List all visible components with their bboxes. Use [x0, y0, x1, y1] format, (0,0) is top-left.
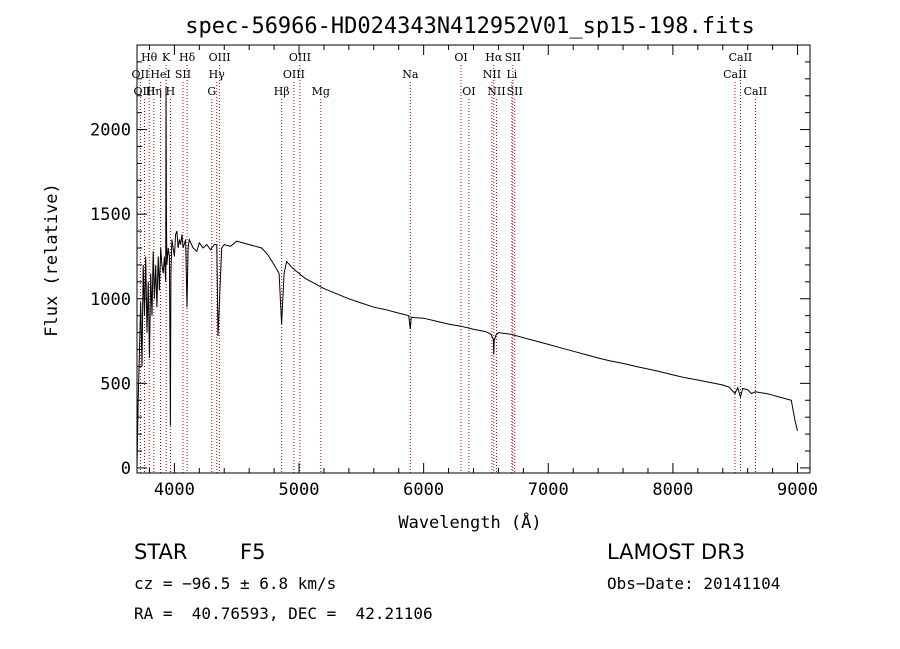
- y-axis-label: Flux (relative): [42, 183, 62, 337]
- coordinates: RA = 40.76593, DEC = 42.21106: [134, 604, 433, 623]
- line-label-24: OI: [462, 85, 475, 98]
- redshift-velocity: cz = −96.5 ± 6.8 km/s: [134, 574, 337, 593]
- flux-line: [136, 87, 798, 468]
- object-class: STAR: [134, 540, 188, 564]
- line-label-9: OII: [132, 68, 150, 81]
- line-label-7: SII: [505, 51, 521, 64]
- x-tick-label: 4000: [154, 480, 195, 500]
- line-label-17: CaII: [723, 68, 747, 81]
- line-label-1: K: [162, 51, 171, 64]
- x-tick-label: 5000: [279, 480, 320, 500]
- y-tick-label: 2000: [90, 121, 131, 141]
- line-label-14: Na: [402, 68, 419, 81]
- line-label-22: Hβ: [274, 85, 290, 98]
- line-label-15: NII: [483, 68, 501, 81]
- x-tick-label: 6000: [403, 480, 444, 500]
- line-label-6: Hα: [485, 51, 503, 64]
- x-tick-label: 8000: [652, 480, 693, 500]
- x-axis-label: Wavelength (Å): [398, 511, 541, 533]
- plot-frame: [136, 44, 811, 474]
- spectral-line-markers: [139, 65, 756, 473]
- line-label-3: OIII: [209, 51, 231, 64]
- line-label-11: SII: [175, 68, 191, 81]
- line-label-26: SII: [507, 85, 523, 98]
- y-axis: 0 500 1000 1500 2000: [90, 61, 810, 479]
- line-label-23: Mg: [312, 85, 330, 98]
- line-label-13: OIII: [283, 68, 305, 81]
- chart-title: spec-56966-HD024343N412952V01_sp15-198.f…: [185, 14, 755, 39]
- observation-date: Obs−Date: 20141104: [607, 574, 781, 593]
- line-label-27: CaII: [744, 85, 768, 98]
- line-label-25: NII: [487, 85, 505, 98]
- line-label-2: Hδ: [179, 51, 196, 64]
- line-label-21: G: [207, 85, 216, 98]
- line-label-0: Hθ: [141, 51, 158, 64]
- spectral-subclass: F5: [240, 540, 266, 564]
- y-tick-label: 1500: [90, 205, 131, 225]
- y-tick-label: 500: [100, 374, 131, 394]
- line-label-5: OI: [454, 51, 467, 64]
- line-label-10: HeI: [150, 68, 170, 81]
- x-axis: 4000 5000 6000 7000 8000 9000: [148, 45, 818, 500]
- line-label-12: Hγ: [209, 68, 226, 81]
- line-label-20: H: [166, 85, 176, 98]
- y-tick-label: 1000: [90, 290, 131, 310]
- line-label-16: Li: [506, 68, 517, 81]
- x-tick-label: 7000: [528, 480, 569, 500]
- survey-name: LAMOST DR3: [607, 540, 746, 564]
- line-label-8: CaII: [729, 51, 753, 64]
- y-tick-label: 0: [121, 459, 131, 479]
- x-tick-label: 9000: [777, 480, 818, 500]
- line-label-18: OIII: [133, 85, 155, 98]
- line-label-19: Hη: [146, 85, 162, 98]
- line-label-4: OIII: [289, 51, 311, 64]
